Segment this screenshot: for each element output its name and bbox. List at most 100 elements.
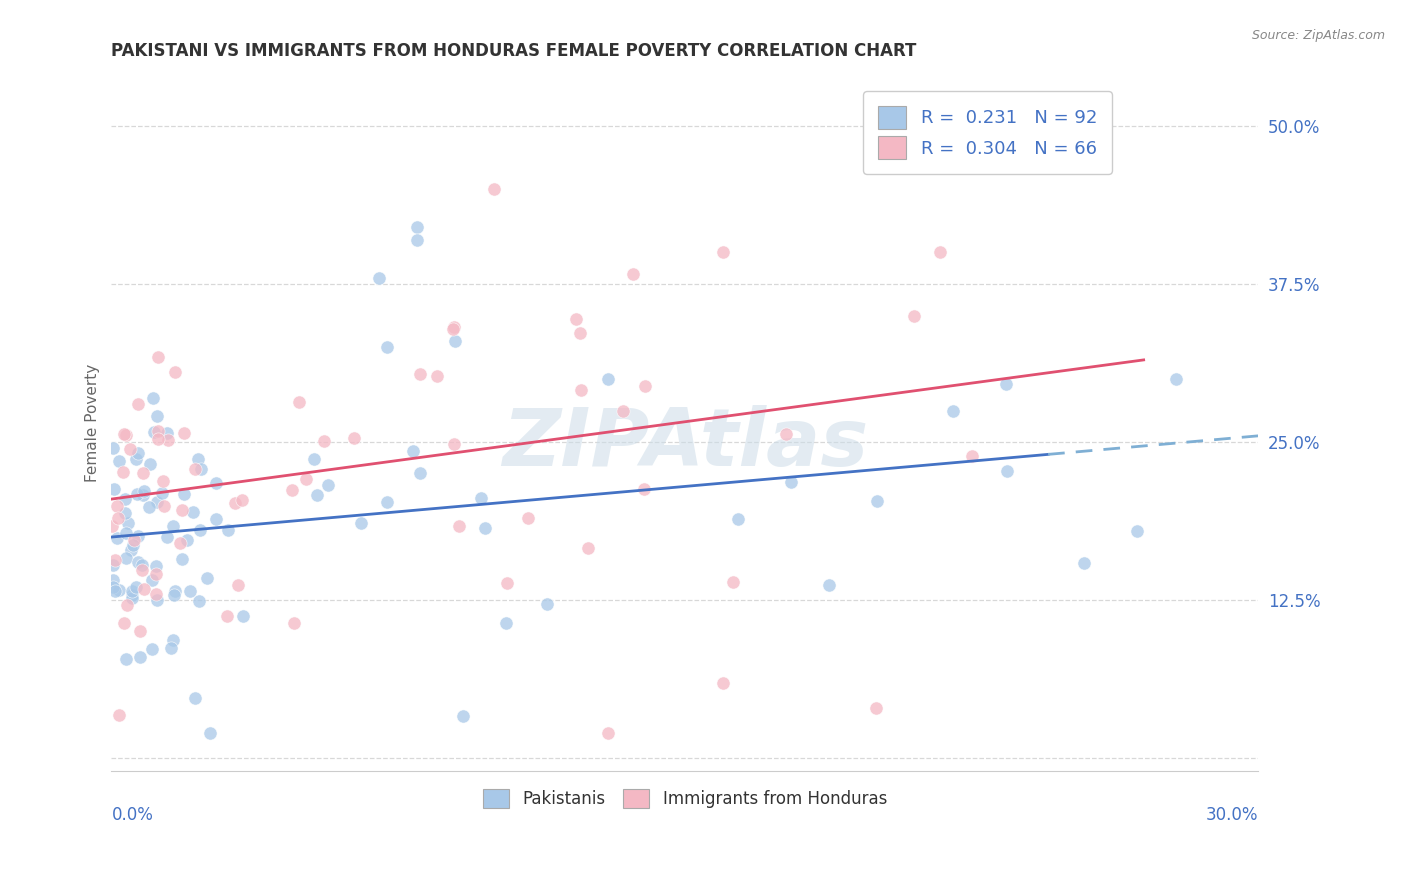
Point <box>495 616 517 631</box>
Point <box>121 591 143 606</box>
Point <box>281 483 304 498</box>
Text: ZIPAtlas: ZIPAtlas <box>502 405 868 483</box>
Point <box>1164 372 1187 386</box>
Text: 30.0%: 30.0% <box>1206 806 1258 824</box>
Point <box>160 640 183 655</box>
Point <box>104 553 127 567</box>
Point <box>184 690 207 705</box>
Point <box>127 446 149 460</box>
Point <box>451 708 474 723</box>
Point <box>121 588 143 602</box>
Point <box>112 465 135 479</box>
Point <box>314 434 336 449</box>
Point <box>148 424 170 438</box>
Text: Source: ZipAtlas.com: Source: ZipAtlas.com <box>1251 29 1385 42</box>
Point <box>287 394 309 409</box>
Point <box>156 531 179 545</box>
Point <box>173 425 195 440</box>
Point <box>1126 524 1149 538</box>
Point <box>997 464 1019 478</box>
Point <box>443 320 465 334</box>
Point <box>157 433 180 447</box>
Point <box>165 365 187 379</box>
Point <box>132 483 155 498</box>
Point <box>125 487 148 501</box>
Point <box>198 726 221 740</box>
Point <box>295 472 318 486</box>
Point <box>152 475 174 489</box>
Point <box>470 491 492 506</box>
Point <box>146 351 169 365</box>
Point <box>190 462 212 476</box>
Point <box>195 571 218 585</box>
Point <box>217 524 239 538</box>
Point <box>103 482 125 496</box>
Point <box>156 425 179 440</box>
Point <box>101 519 124 533</box>
Point <box>127 555 149 569</box>
Point <box>903 309 925 323</box>
Point <box>406 220 429 235</box>
Point <box>121 584 143 599</box>
Point <box>343 431 366 445</box>
Point <box>633 482 655 496</box>
Point <box>205 511 228 525</box>
Point <box>232 608 254 623</box>
Point <box>402 443 425 458</box>
Point <box>721 574 744 589</box>
Point <box>187 452 209 467</box>
Point <box>231 493 253 508</box>
Point <box>866 494 889 508</box>
Point <box>162 633 184 648</box>
Point <box>942 404 965 418</box>
Point <box>114 491 136 506</box>
Point <box>150 485 173 500</box>
Point <box>127 397 149 411</box>
Point <box>443 437 465 451</box>
Point <box>779 475 801 489</box>
Point <box>118 442 141 456</box>
Point <box>131 558 153 572</box>
Point <box>711 675 734 690</box>
Point <box>865 701 887 715</box>
Point <box>565 311 588 326</box>
Point <box>598 372 620 386</box>
Point <box>516 511 538 525</box>
Point <box>145 567 167 582</box>
Point <box>350 516 373 531</box>
Point <box>115 598 138 612</box>
Point <box>153 500 176 514</box>
Point <box>103 558 125 573</box>
Point <box>576 541 599 555</box>
Legend: Pakistanis, Immigrants from Honduras: Pakistanis, Immigrants from Honduras <box>477 782 894 815</box>
Point <box>132 487 155 501</box>
Point <box>960 449 983 463</box>
Point <box>162 519 184 533</box>
Text: 0.0%: 0.0% <box>111 806 153 824</box>
Point <box>121 538 143 552</box>
Point <box>107 499 129 513</box>
Point <box>101 581 124 595</box>
Point <box>146 593 169 607</box>
Point <box>170 502 193 516</box>
Point <box>108 708 131 723</box>
Point <box>163 588 186 602</box>
Point <box>101 441 124 455</box>
Point <box>120 543 142 558</box>
Point <box>129 624 152 638</box>
Point <box>426 368 449 383</box>
Point <box>621 268 644 282</box>
Point <box>224 495 246 509</box>
Point <box>108 454 131 468</box>
Point <box>495 576 517 591</box>
Point <box>994 377 1017 392</box>
Point <box>205 476 228 491</box>
Point <box>368 270 391 285</box>
Point <box>141 573 163 587</box>
Point <box>173 487 195 501</box>
Point <box>183 462 205 476</box>
Point <box>375 340 398 354</box>
Point <box>146 495 169 509</box>
Point <box>163 584 186 599</box>
Point <box>409 368 432 382</box>
